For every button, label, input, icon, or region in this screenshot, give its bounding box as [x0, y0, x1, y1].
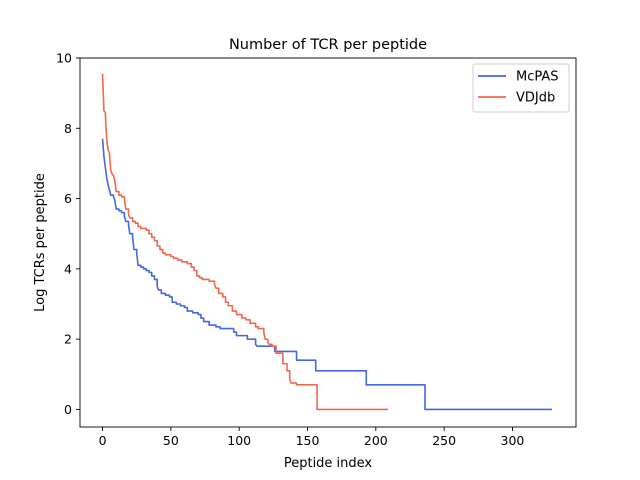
x-tick-label: 250 [432, 433, 456, 448]
plot-frame [79, 57, 577, 428]
y-tick-label: 4 [64, 261, 72, 276]
legend-label-vdjdb: VDJdb [516, 91, 555, 106]
x-tick-label: 100 [227, 433, 251, 448]
series-layer [101, 73, 553, 411]
x-axis-ticks: 0 50 100 150 200 250 300 [99, 427, 525, 448]
x-axis-label: Peptide index [284, 456, 373, 471]
legend-label-mcpas: McPAS [516, 70, 559, 85]
y-axis-ticks: 0 2 4 6 8 10 [56, 51, 80, 417]
x-tick-label: 150 [296, 433, 320, 448]
y-tick-label: 2 [64, 332, 72, 347]
series-line-mcpas [101, 138, 553, 411]
y-axis-label: Log TCRs per peptide [33, 173, 48, 312]
x-tick-label: 200 [364, 433, 388, 448]
series-line-vdjdb [101, 73, 389, 411]
y-tick-label: 10 [56, 51, 72, 66]
x-tick-label: 0 [99, 433, 107, 448]
chart-title: Number of TCR per peptide [229, 37, 427, 53]
legend: McPAS VDJdb [472, 63, 570, 113]
y-tick-label: 6 [64, 191, 72, 206]
y-tick-label: 0 [64, 402, 72, 417]
x-tick-label: 300 [501, 433, 525, 448]
x-tick-label: 50 [163, 433, 179, 448]
y-tick-label: 8 [64, 121, 72, 136]
